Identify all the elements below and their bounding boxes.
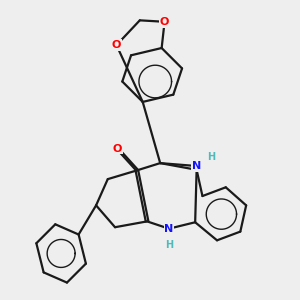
Text: O: O <box>112 143 122 154</box>
Text: H: H <box>165 240 173 250</box>
Text: O: O <box>160 17 169 27</box>
Text: N: N <box>164 224 174 234</box>
Text: H: H <box>207 152 215 162</box>
Text: O: O <box>112 40 121 50</box>
Text: N: N <box>192 161 201 171</box>
